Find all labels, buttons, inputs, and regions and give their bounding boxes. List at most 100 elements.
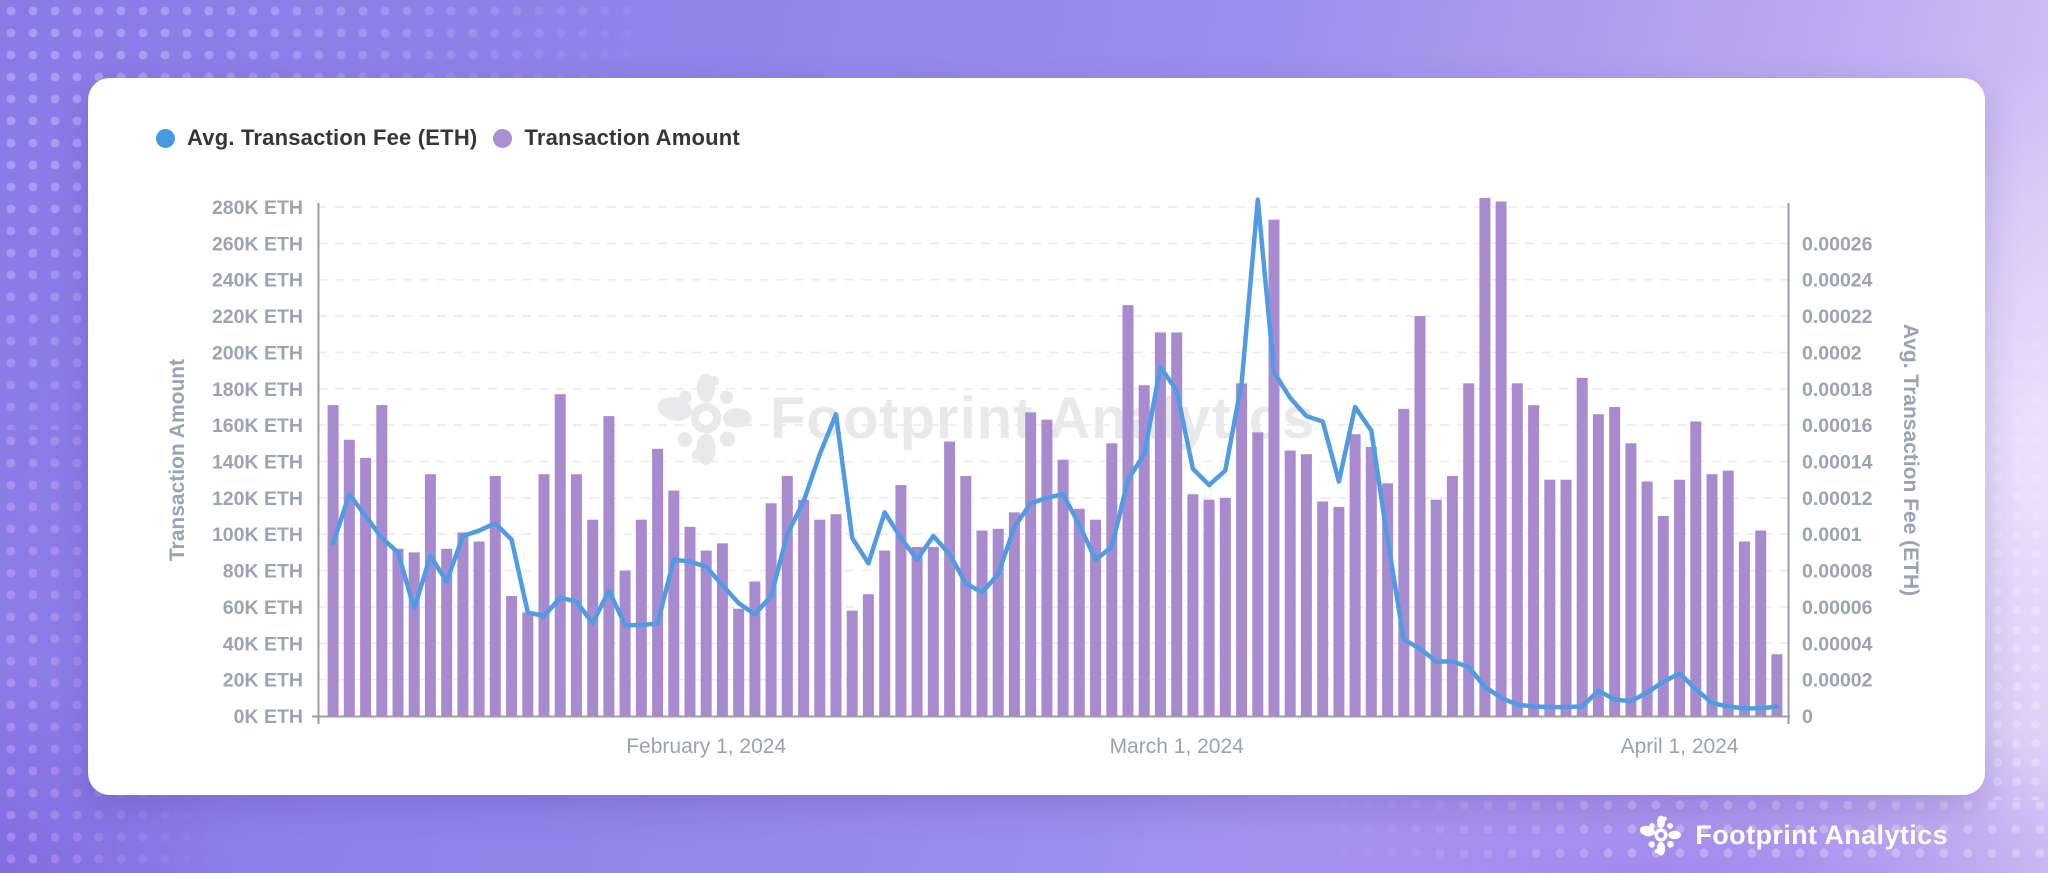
legend-label: Avg. Transaction Fee (ETH) [187,125,478,150]
transaction-amount-bar [1738,541,1750,716]
legend-dot-blue-icon [156,128,175,148]
legend-item-avg-transaction-fee[interactable]: Avg. Transaction Fee (ETH) [156,125,477,151]
transaction-amount-bar [473,541,485,716]
transaction-amount-bar [1025,412,1037,716]
transaction-amount-bar [960,476,972,716]
transaction-amount-bar [1333,506,1345,716]
right-axis-tick-label: 0.00026 [1802,233,1873,255]
transaction-amount-bar [781,476,793,716]
transaction-amount-bar [1365,447,1377,716]
transaction-amount-bar [1122,305,1134,716]
transaction-amount-bar [1544,479,1556,716]
transaction-amount-bar [765,503,777,716]
left-axis-tick-label: 100K ETH [212,524,303,546]
transaction-amount-bar [522,612,534,716]
transaction-amount-bar [343,439,355,716]
transaction-amount-bar [1317,501,1329,716]
transaction-amount-bar [862,594,874,716]
transaction-amount-bar [360,457,372,716]
right-axis-tick-label: 0.00016 [1802,415,1873,437]
transaction-amount-bar [1252,432,1264,716]
transaction-amount-bar [911,546,923,716]
left-axis-tick-label: 40K ETH [223,633,303,655]
left-axis-tick-label: 20K ETH [223,670,303,692]
left-axis-tick-label: 80K ETH [223,561,303,583]
transaction-amount-bar [392,548,404,716]
transaction-amount-bar [1219,497,1231,716]
transaction-amount-bar [879,550,891,716]
transaction-amount-bar [846,610,858,716]
right-axis-tick-label: 0.00002 [1802,670,1873,692]
left-axis-tick-label: 260K ETH [212,233,303,255]
transaction-amount-bar [489,476,501,716]
left-axis-tick-label: 120K ETH [212,488,303,510]
left-axis-tick-label: 240K ETH [212,270,303,292]
transaction-amount-bar [1187,494,1199,716]
transaction-amount-bar [1382,483,1394,716]
right-axis-tick-label: 0.00022 [1802,306,1873,328]
transaction-amount-bar [733,608,745,716]
transaction-amount-bar [1284,450,1296,716]
left-axis-title: Transaction Amount [166,358,189,562]
right-axis-tick-label: 0.00018 [1802,379,1873,401]
legend-label: Transaction Amount [524,125,740,150]
transaction-amount-bar [506,596,518,716]
transaction-amount-bar [1090,519,1102,716]
brand-text: Footprint Analytics [1695,819,1948,850]
transaction-amount-bar [1755,530,1767,716]
transaction-amount-bar [1203,499,1215,716]
transaction-amount-bar [1236,383,1248,716]
footprint-logo-icon [1640,814,1683,856]
footprint-analytics-brand[interactable]: Footprint Analytics [1640,814,1948,856]
transaction-amount-bar [603,416,615,716]
left-axis-tick-label: 280K ETH [212,197,303,219]
transaction-amount-bar [944,441,956,716]
left-axis-tick-label: 220K ETH [212,306,303,328]
right-axis-tick-label: 0.00012 [1802,488,1873,510]
transaction-amount-bar [668,490,680,716]
transaction-amount-bar [538,474,550,716]
transaction-amount-bar [619,570,631,716]
legend-item-transaction-amount[interactable]: Transaction Amount [493,125,740,151]
transaction-amount-bar [1154,332,1166,716]
transaction-amount-bar [1528,405,1540,716]
transaction-amount-bar [927,546,939,716]
transaction-amount-bar [1511,383,1523,716]
transaction-amount-bar [1576,377,1588,716]
transaction-amount-bar [441,548,453,716]
transaction-amount-bar [1641,481,1653,716]
transaction-amount-bar [1300,454,1312,716]
transaction-amount-bar [457,532,469,716]
transaction-amount-bar [587,519,599,716]
right-axis-tick-label: 0.00008 [1802,561,1873,583]
transaction-amount-bar [716,543,728,716]
transaction-amount-bar [1414,316,1426,716]
transaction-amount-bar [895,485,907,716]
transaction-amount-bar [749,581,761,716]
transaction-amount-bar [976,530,988,716]
transaction-amount-bar [1008,512,1020,716]
transaction-amount-bar [1609,407,1621,716]
transaction-amount-bar [1041,419,1053,716]
transaction-amount-bar [1463,383,1475,716]
transaction-amount-bar [798,499,810,716]
right-axis-tick-label: 0.0002 [1802,342,1862,364]
transaction-amount-bar [830,514,842,716]
transaction-amount-bar [1495,201,1507,716]
right-axis-tick-label: 0.00006 [1802,597,1873,619]
transaction-amount-bar [1430,499,1442,716]
left-axis-tick-label: 160K ETH [212,415,303,437]
x-axis-date-label: March 1, 2024 [1110,735,1245,758]
left-axis-tick-label: 60K ETH [223,597,303,619]
right-axis-tick-label: 0.00004 [1802,633,1873,655]
transaction-amount-bar [1479,197,1491,716]
transaction-amount-bar [684,526,696,716]
right-axis-tick-label: 0 [1802,706,1813,728]
transaction-amount-bar [635,519,647,716]
transaction-amount-bar [1073,508,1085,716]
transaction-amount-bar [1690,421,1702,716]
transaction-amount-bar [1592,414,1604,716]
left-axis-tick-label: 0K ETH [234,706,303,728]
transaction-amount-bar [1722,470,1734,716]
